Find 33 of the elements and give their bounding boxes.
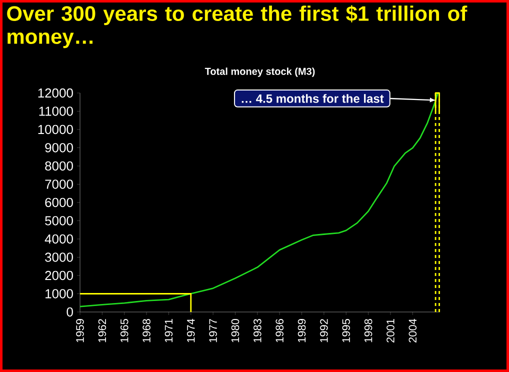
y-tick-label: 5000	[45, 216, 73, 226]
y-tick-label: 12000	[38, 88, 73, 98]
x-tick-label: 1968	[142, 319, 150, 342]
line-series	[79, 92, 438, 308]
x-tick-label: 1998	[364, 319, 372, 342]
y-tick-label: 1000	[46, 289, 73, 298]
y-tick-label: 2000	[45, 270, 73, 280]
y-tick-label: 9000	[45, 143, 73, 152]
y-tick-label: 4000	[44, 234, 73, 244]
x-tick-label: 1992	[320, 319, 328, 342]
y-tick-label: 11000	[39, 106, 73, 116]
x-tick-label: 1986	[276, 319, 284, 342]
x-tick-label: 1962	[98, 319, 106, 342]
x-tick-label: 1980	[231, 318, 240, 342]
y-tick-label: 7000	[45, 180, 73, 189]
x-tick-label: 1989	[298, 319, 306, 342]
x-tick-label: 1995	[342, 318, 350, 342]
x-tick-label: 2001	[386, 319, 394, 342]
y-tick-label: 3000	[45, 252, 73, 262]
x-tick-label: 1959	[76, 319, 84, 342]
y-tick-label: 0	[66, 307, 73, 317]
chart-title: Over 300 years to create the first $1 trillion of money…	[7, 5, 468, 48]
x-tick-label: 1974	[187, 318, 195, 342]
x-tick-label: 2004	[408, 318, 417, 342]
x-tick-label: 1965	[120, 318, 128, 342]
annotation: … 4.5 months for the last	[242, 94, 384, 103]
x-tick-label: 1971	[164, 319, 173, 342]
y-tick-label: 10000	[38, 124, 73, 134]
y-tick-label: 8000	[45, 161, 73, 171]
y-tick-label: 6000	[45, 198, 73, 208]
x-tick-label: 1977	[209, 319, 217, 342]
x-tick-label: 1983	[254, 319, 262, 342]
chart-subtitle: Total money stock (M3)	[204, 68, 315, 77]
